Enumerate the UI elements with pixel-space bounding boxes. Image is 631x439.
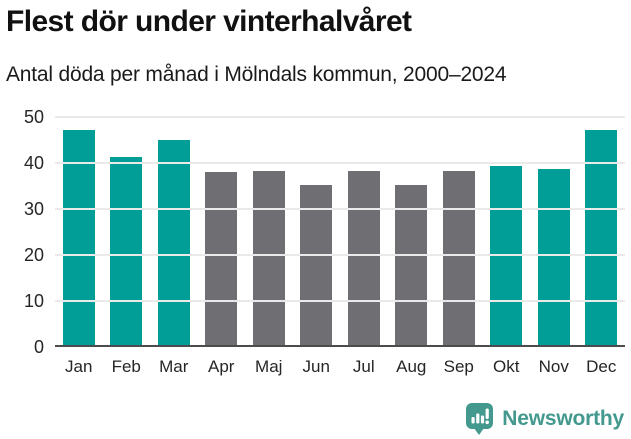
newsworthy-logo-text: Newsworthy [502,406,624,430]
x-axis-line [55,345,625,347]
gridline-20 [55,254,625,256]
x-axis: Jan Feb Mar Apr Maj Jun Jul Aug Sep Okt Nov Dec [55,357,625,377]
x-tick-label-dec: Dec [586,357,617,376]
gridline-10 [55,300,625,302]
chart-title: Flest dör under vinterhalvåret [6,5,412,38]
bar-slot-aug [388,117,436,347]
x-tick-label-jan: Jan [65,357,93,376]
bar-aug [395,185,428,347]
bar-jan [62,129,95,347]
x-tick-label-mar: Mar [159,357,189,376]
gridline-40 [55,162,625,164]
x-tick-label-apr: Apr [208,357,235,376]
chart-subtitle: Antal döda per månad i Mölndals kommun, … [6,63,507,86]
plot-area [55,116,625,347]
bar-mar [157,140,190,347]
x-tick-label-feb: Feb [111,357,141,376]
y-tick-label-10: 10 [23,291,44,311]
bar-dec [585,129,618,347]
bar-slot-maj [245,117,293,347]
x-tick-label-jun: Jun [302,357,330,376]
gridline-50 [55,116,625,118]
bar-slot-dec [578,117,626,347]
bar-slot-jan [55,117,103,347]
bar-slot-jun [293,117,341,347]
bar-apr [205,172,238,347]
bar-slot-sep [435,117,483,347]
bar-slot-jul [340,117,388,347]
x-tick-label-maj: Maj [255,357,283,376]
bar-slot-apr [198,117,246,347]
bar-feb [110,157,143,347]
bar-sep [442,171,475,347]
bar-slot-nov [530,117,578,347]
bar-maj [252,170,285,347]
newsworthy-logo: Newsworthy [465,402,624,435]
bar-jun [300,184,333,347]
bar-jul [347,171,380,347]
bar-slot-mar [150,117,198,347]
y-axis: 0 10 20 30 40 50 [0,107,44,357]
bar-series [55,117,625,347]
x-tick-label-nov: Nov [538,357,569,376]
y-tick-label-50: 50 [23,107,44,127]
newsworthy-logo-icon [466,403,494,435]
x-tick-label-sep: Sep [443,357,474,376]
y-tick-label-30: 30 [23,199,44,219]
bar-slot-feb [103,117,151,347]
gridline-30 [55,208,625,210]
bar-slot-okt [483,117,531,347]
y-tick-label-0: 0 [33,337,44,357]
x-tick-label-okt: Okt [493,357,520,376]
x-tick-label-aug: Aug [396,357,427,376]
bar-okt [490,166,523,347]
x-tick-label-jul: Jul [352,357,375,376]
y-tick-label-40: 40 [23,153,44,173]
y-tick-label-20: 20 [23,245,44,265]
bar-nov [537,169,570,347]
